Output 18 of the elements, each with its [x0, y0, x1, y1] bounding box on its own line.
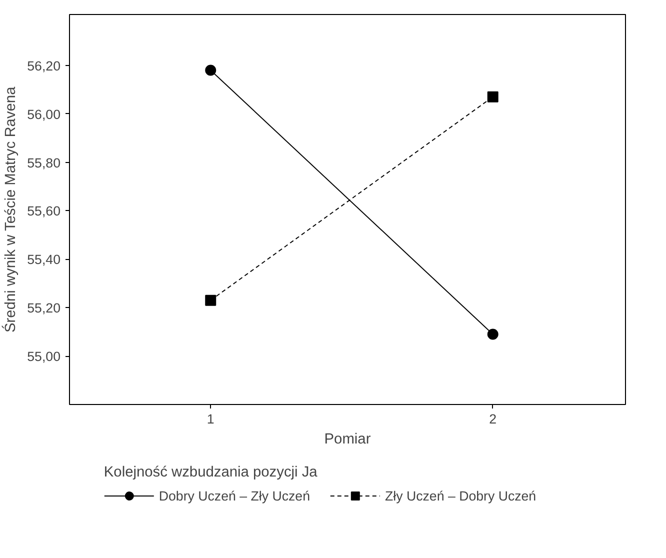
legend-title: Kolejność wzbudzania pozycji Ja — [104, 464, 318, 480]
point — [205, 294, 216, 306]
legend-label: Zły Uczeń – Dobry Uczeń — [385, 488, 536, 503]
y-tick-label: 56,00 — [27, 106, 61, 122]
y-axis-title: Średni wynik w Teście Matryc Ravena — [1, 86, 20, 332]
point — [487, 91, 498, 102]
point — [487, 328, 498, 340]
y-tick-label: 55,00 — [27, 349, 61, 364]
legend-label: Dobry Uczeń – Zły Uczeń — [158, 488, 310, 503]
y-tick-label: 55,40 — [27, 252, 61, 268]
y-tick-label: 56,20 — [27, 58, 61, 74]
y-tick-label: 55,80 — [27, 155, 61, 170]
y-tick-label: 55,60 — [27, 204, 61, 219]
x-tick-label: 1 — [206, 412, 214, 426]
x-tick-label: 2 — [489, 412, 497, 426]
y-tick-label: 55,20 — [27, 300, 61, 316]
x-axis-title: Pomiar — [324, 432, 371, 448]
point — [205, 64, 216, 76]
